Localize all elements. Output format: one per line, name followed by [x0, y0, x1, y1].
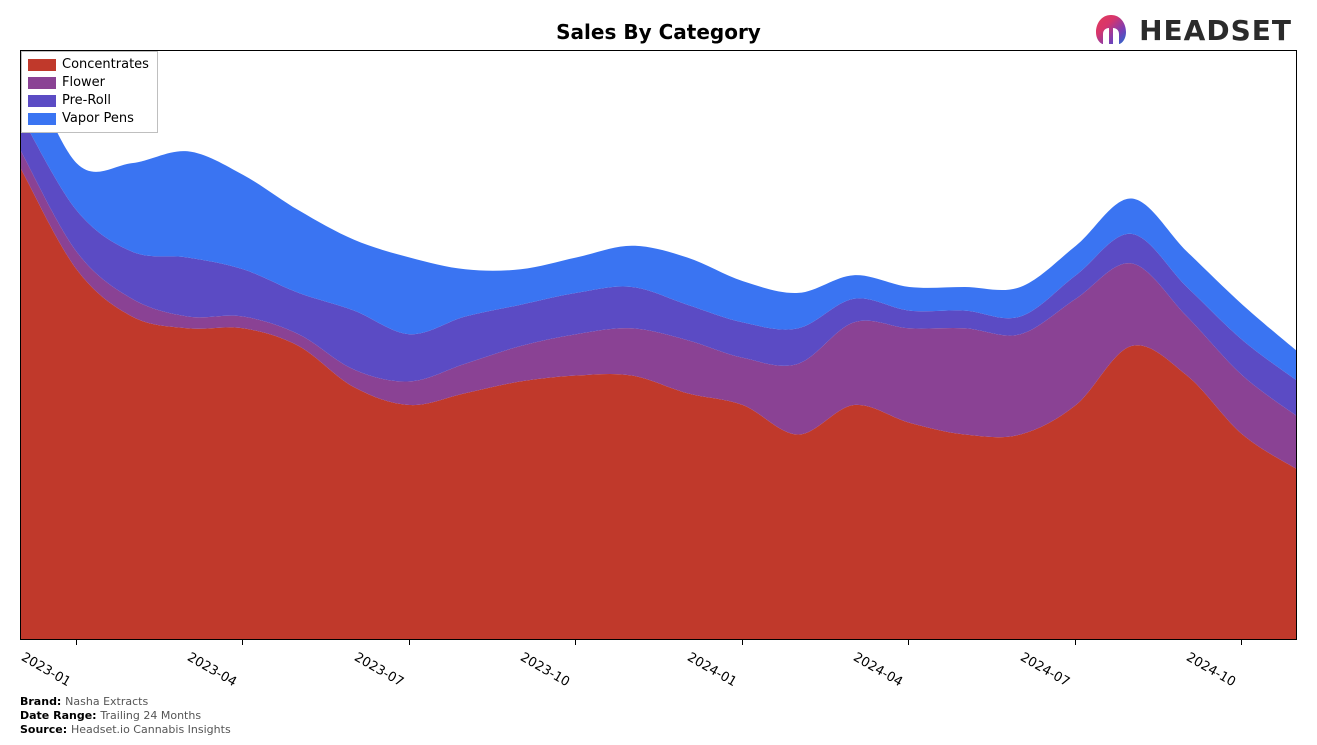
legend-swatch — [28, 95, 56, 107]
x-tick-label: 2023-10 — [518, 650, 573, 690]
legend-swatch — [28, 113, 56, 125]
footer-label: Source: — [20, 723, 71, 736]
footer-label: Brand: — [20, 695, 65, 708]
footer-value: Nasha Extracts — [65, 695, 148, 708]
footer-value: Trailing 24 Months — [100, 709, 201, 722]
x-tick-label: 2024-07 — [1017, 650, 1072, 690]
x-tick-label: 2023-07 — [351, 650, 406, 690]
x-axis: 2023-01 2023-04 2023-07 2023-10 2024-01 2024-… — [20, 640, 1297, 700]
plot-area: ConcentratesFlowerPre-RollVapor Pens — [20, 50, 1297, 640]
legend-label: Pre-Roll — [62, 92, 111, 110]
x-tick-mark — [76, 640, 77, 645]
legend-item: Vapor Pens — [28, 110, 149, 128]
x-tick-label: 2023-04 — [185, 650, 240, 690]
footer-line: Brand: Nasha Extracts — [20, 695, 231, 709]
x-tick-label: 2024-10 — [1184, 650, 1239, 690]
x-tick-label: 2023-01 — [18, 650, 73, 690]
x-tick-mark — [1075, 640, 1076, 645]
legend-label: Vapor Pens — [62, 110, 134, 128]
brand-logo-text: HEADSET — [1139, 14, 1292, 47]
x-tick-label: 2024-04 — [851, 650, 906, 690]
footer-line: Date Range: Trailing 24 Months — [20, 709, 231, 723]
legend-swatch — [28, 77, 56, 89]
legend-swatch — [28, 59, 56, 71]
footer-value: Headset.io Cannabis Insights — [71, 723, 231, 736]
x-tick-mark — [242, 640, 243, 645]
x-tick-mark — [1241, 640, 1242, 645]
footer-metadata: Brand: Nasha ExtractsDate Range: Trailin… — [20, 695, 231, 737]
x-tick-mark — [742, 640, 743, 645]
stacked-area-svg — [21, 51, 1297, 640]
legend-label: Flower — [62, 74, 105, 92]
headset-logo-icon — [1091, 10, 1131, 50]
x-tick-mark — [409, 640, 410, 645]
footer-line: Source: Headset.io Cannabis Insights — [20, 723, 231, 737]
x-tick-label: 2024-01 — [684, 650, 739, 690]
x-tick-mark — [908, 640, 909, 645]
legend: ConcentratesFlowerPre-RollVapor Pens — [21, 51, 158, 133]
legend-label: Concentrates — [62, 56, 149, 74]
brand-logo: HEADSET — [1091, 10, 1292, 50]
footer-label: Date Range: — [20, 709, 100, 722]
x-tick-mark — [575, 640, 576, 645]
legend-item: Flower — [28, 74, 149, 92]
legend-item: Concentrates — [28, 56, 149, 74]
legend-item: Pre-Roll — [28, 92, 149, 110]
